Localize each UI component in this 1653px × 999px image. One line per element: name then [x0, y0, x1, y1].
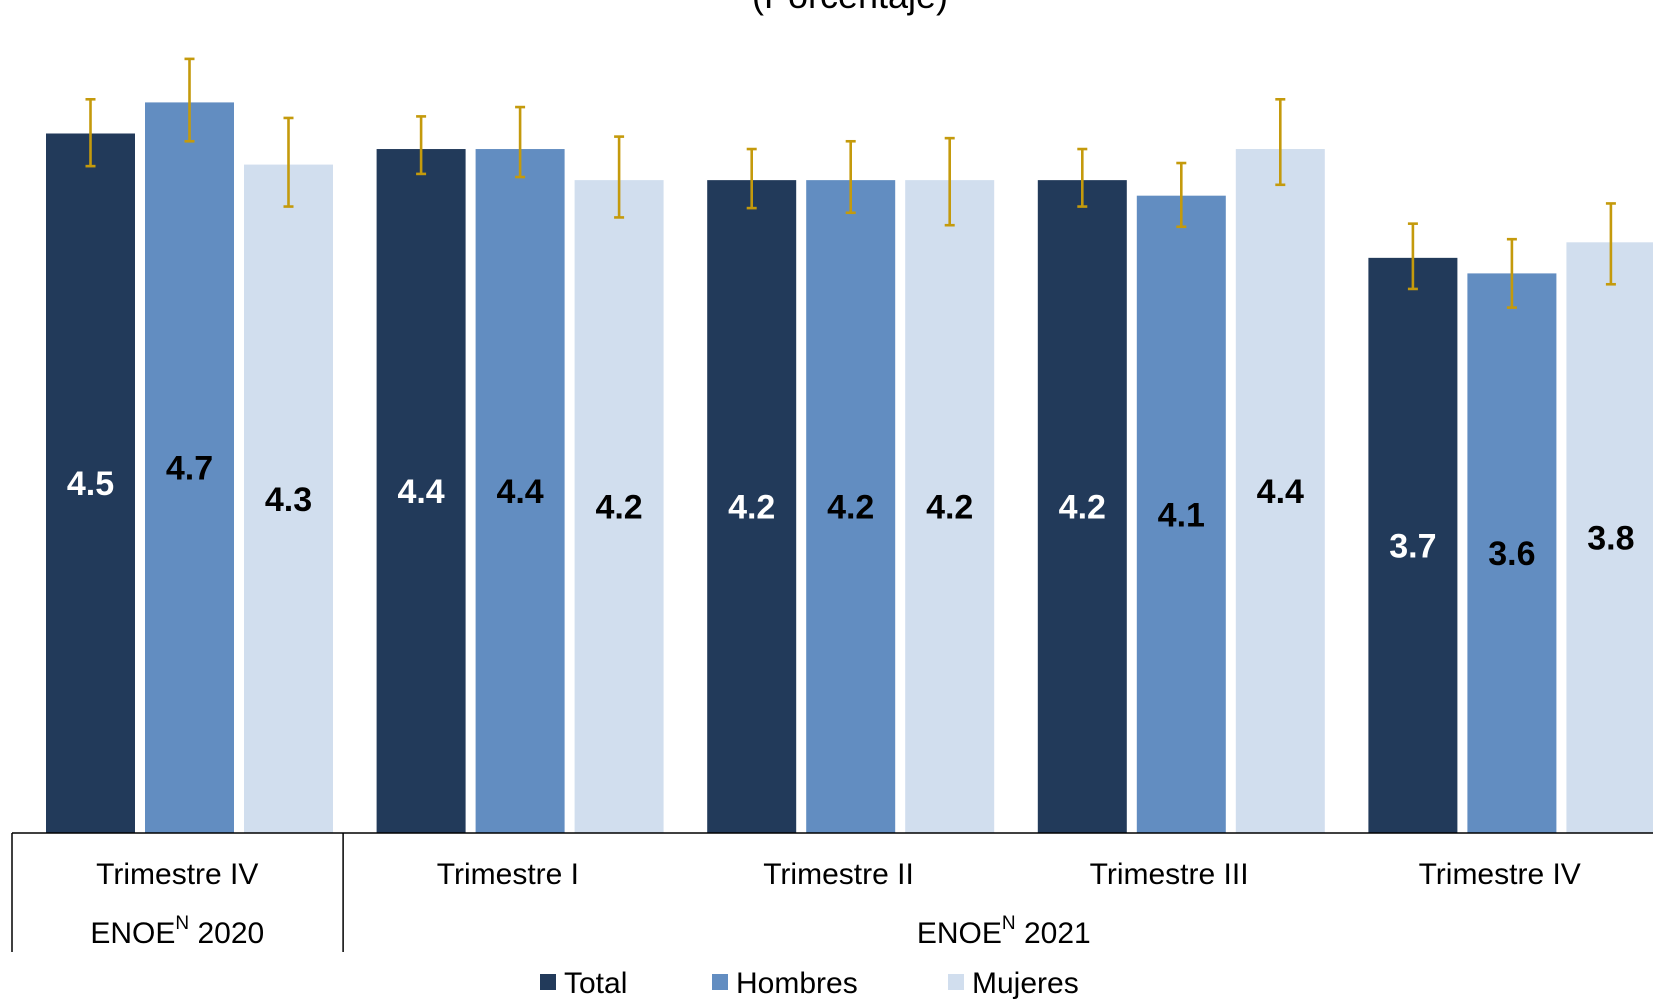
legend-swatch-hombres [712, 974, 728, 990]
bar-mujeres-0 [244, 164, 333, 833]
legend-label-hombres: Hombres [736, 967, 858, 999]
bar-hombres-2 [806, 180, 896, 833]
bar-mujeres-1 [574, 180, 664, 833]
chart-title: (Porcentaje) [752, 0, 948, 16]
legend-swatch-mujeres [948, 974, 964, 990]
data-label-hombres-1: 4.4 [496, 473, 543, 511]
legend-label-total: Total [564, 967, 627, 999]
data-label-total-3: 4.2 [1059, 489, 1106, 527]
error-bar-total-0 [85, 97, 96, 168]
data-label-hombres-2: 4.2 [827, 489, 874, 527]
bar-hombres-1 [475, 149, 565, 833]
group-label-0: ENOEN 2020 [90, 913, 264, 950]
legend-swatch-total [540, 974, 556, 990]
data-label-total-1: 4.4 [397, 473, 444, 511]
legend: Total Hombres Mujeres [540, 967, 1079, 999]
data-label-total-4: 3.7 [1389, 527, 1436, 565]
bar-mujeres-4 [1566, 242, 1653, 833]
error-bar-mujeres-4 [1605, 202, 1616, 286]
error-bar-total-3 [1077, 147, 1088, 208]
data-label-hombres-3: 4.1 [1158, 496, 1205, 534]
bar-mujeres-2 [905, 180, 995, 833]
data-label-mujeres-3: 4.4 [1257, 473, 1304, 511]
error-bar-hombres-0 [184, 57, 195, 143]
error-bars-layer [85, 57, 1616, 309]
error-bar-hombres-4 [1506, 237, 1517, 309]
legend-item-mujeres: Mujeres [948, 967, 1079, 999]
error-bar-mujeres-0 [283, 116, 294, 208]
data-label-hombres-4: 3.6 [1488, 535, 1535, 573]
bar-total-1 [376, 149, 466, 833]
data-label-mujeres-4: 3.8 [1587, 520, 1634, 558]
bar-total-4 [1368, 257, 1458, 834]
data-labels-layer: 4.5 4.7 4.3 4.4 4.4 4.2 4.2 4.2 4.2 4.2 4.1 4.4 3.7 3… [67, 450, 1635, 573]
error-bar-mujeres-3 [1275, 97, 1286, 187]
error-bar-hombres-2 [845, 139, 856, 215]
error-bar-total-4 [1407, 222, 1418, 291]
error-bar-mujeres-1 [614, 135, 625, 219]
bar-mujeres-3 [1235, 149, 1325, 833]
category-label-0: Trimestre IV [96, 858, 258, 891]
bar-total-0 [46, 133, 135, 833]
error-bar-hombres-3 [1176, 161, 1187, 229]
data-label-mujeres-2: 4.2 [926, 489, 973, 527]
bars-layer [46, 102, 1653, 834]
bar-hombres-3 [1136, 195, 1226, 833]
data-label-total-2: 4.2 [728, 489, 775, 527]
error-bar-total-1 [416, 115, 427, 176]
error-bar-mujeres-2 [944, 136, 955, 227]
data-label-mujeres-1: 4.2 [595, 489, 642, 527]
bar-hombres-4 [1467, 273, 1557, 834]
group-label-1: ENOEN 2021 [917, 913, 1091, 950]
category-label-4: Trimestre IV [1419, 858, 1581, 891]
legend-item-hombres: Hombres [712, 967, 858, 999]
category-axis: Trimestre IV Trimestre I Trimestre II Trime… [11, 832, 1653, 952]
error-bar-total-2 [746, 147, 757, 210]
bar-total-2 [707, 180, 797, 833]
legend-item-total: Total [540, 967, 627, 999]
bar-total-3 [1037, 180, 1127, 833]
data-label-total-0: 4.5 [67, 465, 114, 503]
error-bar-hombres-1 [515, 105, 526, 179]
bar-hombres-0 [145, 102, 234, 833]
data-label-mujeres-0: 4.3 [265, 481, 312, 519]
category-label-1: Trimestre I [437, 858, 579, 891]
data-label-hombres-0: 4.7 [166, 450, 213, 488]
legend-label-mujeres: Mujeres [972, 967, 1079, 999]
category-label-2: Trimestre II [763, 858, 914, 891]
category-label-3: Trimestre III [1090, 858, 1249, 891]
